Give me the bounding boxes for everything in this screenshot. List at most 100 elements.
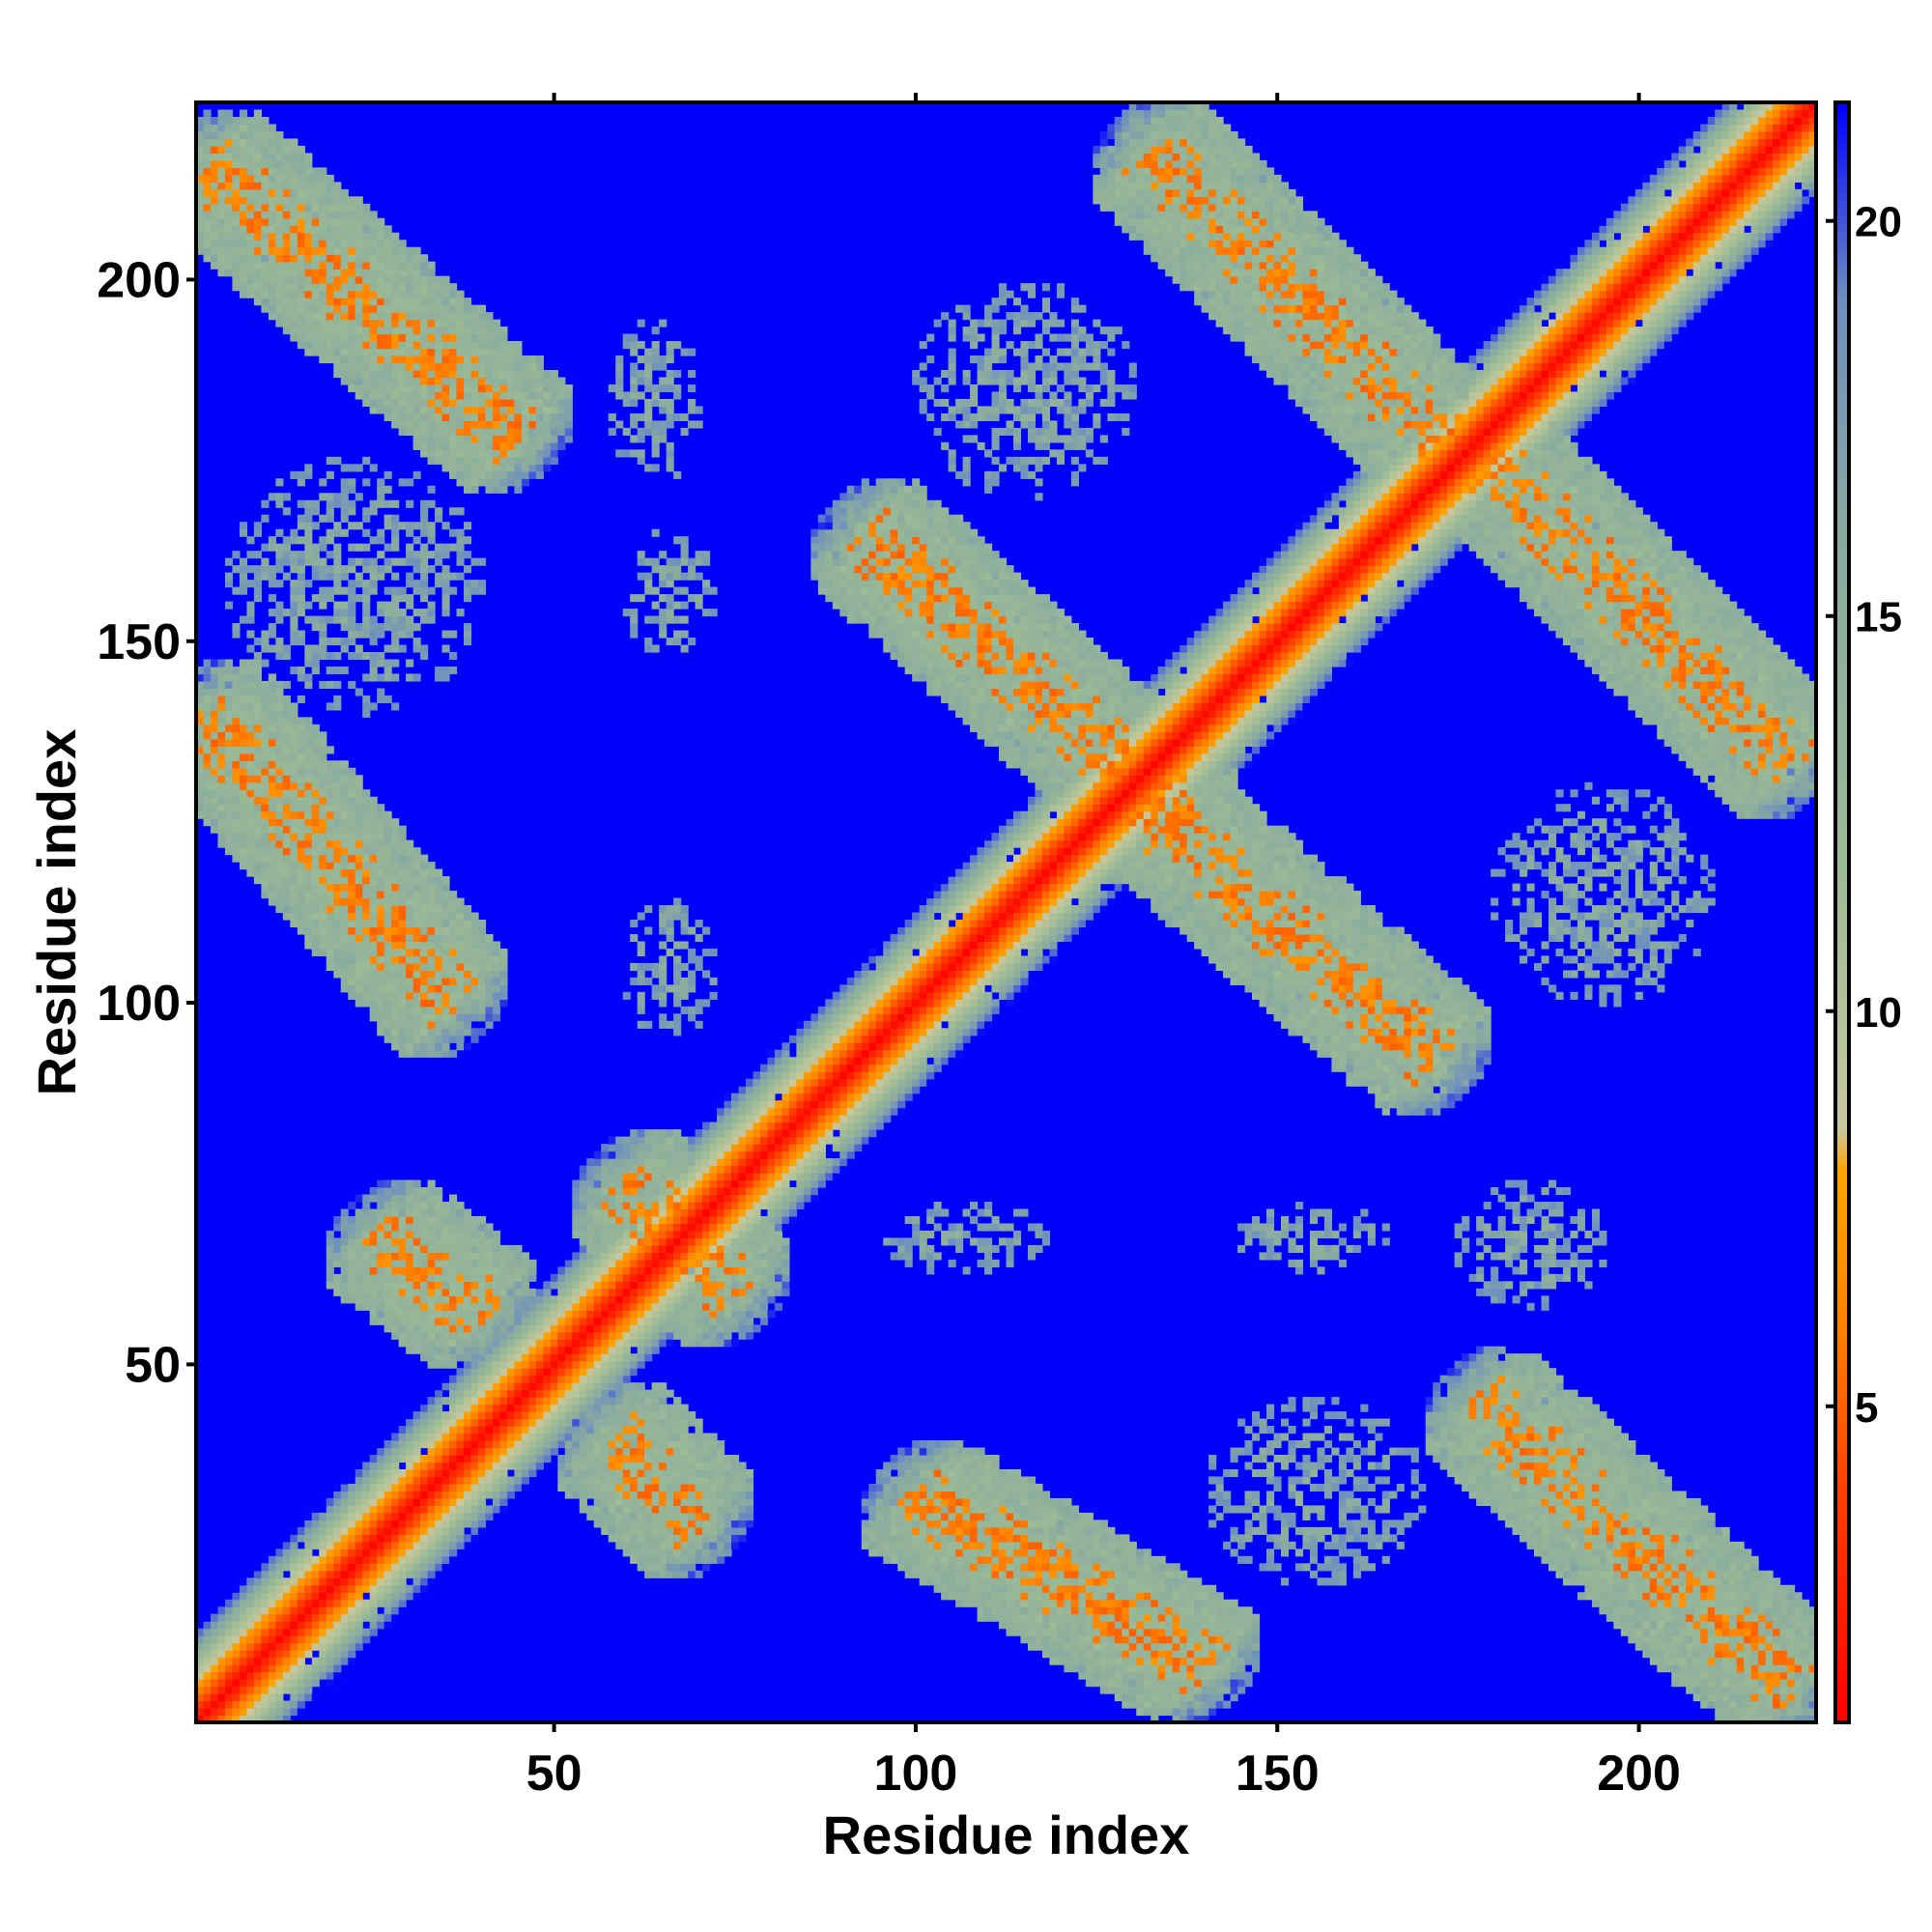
heatmap-cell <box>319 1628 327 1636</box>
heatmap-cell <box>485 1317 494 1325</box>
heatmap-cell <box>304 1555 313 1564</box>
heatmap-cell <box>355 789 363 798</box>
heatmap-cell <box>369 1281 378 1290</box>
heatmap-cell <box>420 312 429 321</box>
heatmap-cell <box>355 232 363 241</box>
heatmap-cell <box>464 1483 472 1492</box>
heatmap-cell <box>435 1042 443 1051</box>
heatmap-cell <box>210 702 219 711</box>
heatmap-cell <box>217 138 226 147</box>
heatmap-cell <box>340 246 349 255</box>
heatmap-cell <box>282 232 291 241</box>
heatmap-cell <box>499 1244 508 1253</box>
heatmap-cell <box>441 1563 450 1572</box>
heatmap-cell <box>355 1505 363 1514</box>
heatmap-cell <box>333 702 342 711</box>
heatmap-cell <box>477 1346 487 1354</box>
heatmap-cell <box>377 217 385 226</box>
heatmap-cell <box>615 1317 624 1325</box>
heatmap-cell <box>615 1331 624 1340</box>
heatmap-cell <box>196 225 205 234</box>
heatmap-cell <box>470 1411 479 1420</box>
heatmap-cell <box>499 1433 508 1441</box>
heatmap-cell <box>333 203 342 212</box>
heatmap-cell <box>239 269 248 277</box>
heatmap-cell <box>464 1223 472 1232</box>
heatmap-cell <box>579 1339 587 1348</box>
heatmap-cell <box>311 522 320 530</box>
heatmap-cell <box>601 1483 610 1492</box>
heatmap-cell <box>384 485 392 494</box>
heatmap-cell <box>398 586 407 595</box>
heatmap-cell <box>297 499 305 508</box>
heatmap-cell <box>297 630 305 639</box>
heatmap-cell <box>362 1584 371 1593</box>
heatmap-cell <box>224 796 234 805</box>
heatmap-cell <box>514 1259 523 1267</box>
heatmap-cell <box>398 283 407 292</box>
heatmap-cell <box>564 1302 573 1311</box>
heatmap-cell <box>398 254 407 263</box>
heatmap-cell <box>456 1455 465 1463</box>
heatmap-cell <box>499 1288 508 1296</box>
heatmap-cell <box>543 1353 552 1362</box>
heatmap-cell <box>377 897 385 906</box>
heatmap-cell <box>333 1592 342 1601</box>
heatmap-cell <box>412 312 421 321</box>
heatmap-cell <box>535 1455 544 1463</box>
heatmap-cell <box>485 948 494 957</box>
heatmap-cell <box>456 441 465 450</box>
heatmap-cell <box>275 225 284 234</box>
heatmap-cell <box>391 1447 400 1456</box>
heatmap-cell <box>253 116 262 126</box>
heatmap-cell <box>290 601 298 610</box>
heatmap-cell <box>535 406 544 414</box>
heatmap-cell <box>268 174 276 183</box>
heatmap-cell <box>477 420 487 429</box>
heatmap-cell <box>427 522 436 530</box>
heatmap-cell <box>615 1186 624 1196</box>
heatmap-cell <box>377 398 385 408</box>
heatmap-cell <box>232 709 241 718</box>
heatmap-cell <box>377 862 385 870</box>
heatmap-cell <box>297 1664 305 1673</box>
heatmap-cell <box>449 1324 458 1333</box>
heatmap-cell <box>398 391 407 400</box>
heatmap-cell <box>362 999 371 1008</box>
heatmap-cell <box>384 825 392 834</box>
heatmap-cell <box>377 493 385 501</box>
heatmap-cell <box>340 854 349 863</box>
heatmap-cell <box>311 933 320 943</box>
heatmap-cell <box>232 1635 241 1644</box>
heatmap-cell <box>232 1679 241 1688</box>
heatmap-cell <box>282 275 291 284</box>
heatmap-cell <box>377 348 385 356</box>
heatmap-cell <box>282 912 291 921</box>
heatmap-cell <box>521 1259 529 1267</box>
heatmap-cell <box>333 565 342 574</box>
heatmap-cell <box>355 839 363 848</box>
heatmap-cell <box>593 1339 602 1348</box>
heatmap-cell <box>391 1310 400 1319</box>
heatmap-cell <box>427 897 436 906</box>
heatmap-cell <box>290 275 298 284</box>
heatmap-cell <box>253 109 262 118</box>
heatmap-cell <box>246 283 255 292</box>
heatmap-cell <box>362 1563 371 1572</box>
heatmap-cell <box>355 999 363 1008</box>
heatmap-cell <box>477 586 487 595</box>
heatmap-cell <box>362 225 371 234</box>
heatmap-cell <box>203 254 212 263</box>
heatmap-cell <box>514 1397 523 1406</box>
heatmap-cell <box>377 333 385 342</box>
heatmap-cell <box>290 145 298 155</box>
heatmap-cell <box>406 1462 414 1470</box>
heatmap-cell <box>449 348 458 356</box>
heatmap-cell <box>521 420 529 429</box>
heatmap-cell <box>427 1230 436 1238</box>
heatmap-cell <box>253 203 262 212</box>
heatmap-cell <box>485 1483 494 1492</box>
heatmap-cell <box>232 269 241 277</box>
heatmap-cell <box>485 384 494 393</box>
heatmap-cell <box>224 232 234 241</box>
